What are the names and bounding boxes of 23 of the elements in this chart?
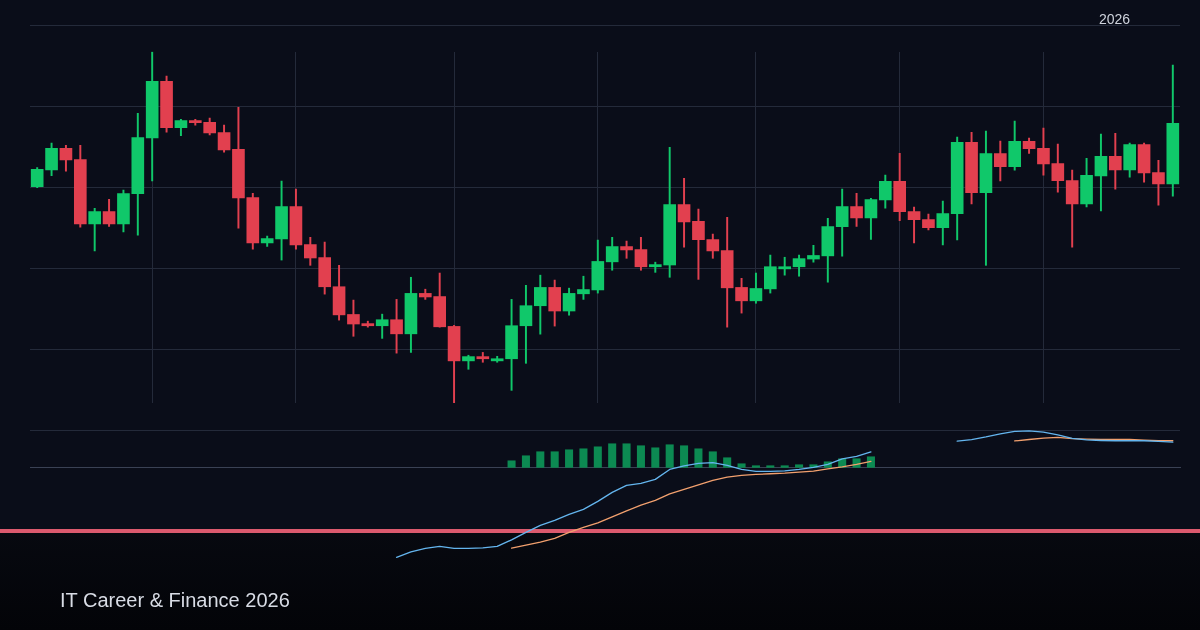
bar: [536, 451, 545, 468]
bar: [795, 464, 804, 468]
bar: [680, 445, 689, 468]
bar: [608, 443, 617, 468]
bar: [579, 448, 588, 468]
bar: [866, 456, 875, 468]
bar: [636, 445, 645, 468]
bar: [766, 465, 775, 468]
text: 2026: [1099, 11, 1131, 27]
bar: [737, 463, 746, 468]
bar: [550, 451, 559, 468]
text: IT Career & Finance 2026: [60, 588, 290, 612]
bar: [665, 444, 674, 468]
bar: [565, 449, 574, 468]
bar: [521, 455, 530, 468]
bar: [651, 447, 660, 468]
bar: [708, 451, 717, 468]
bar: [622, 443, 631, 468]
bar: [694, 448, 703, 468]
bar: [593, 446, 602, 468]
bar: [780, 465, 789, 468]
bar: [507, 460, 516, 468]
bar: [751, 465, 760, 468]
